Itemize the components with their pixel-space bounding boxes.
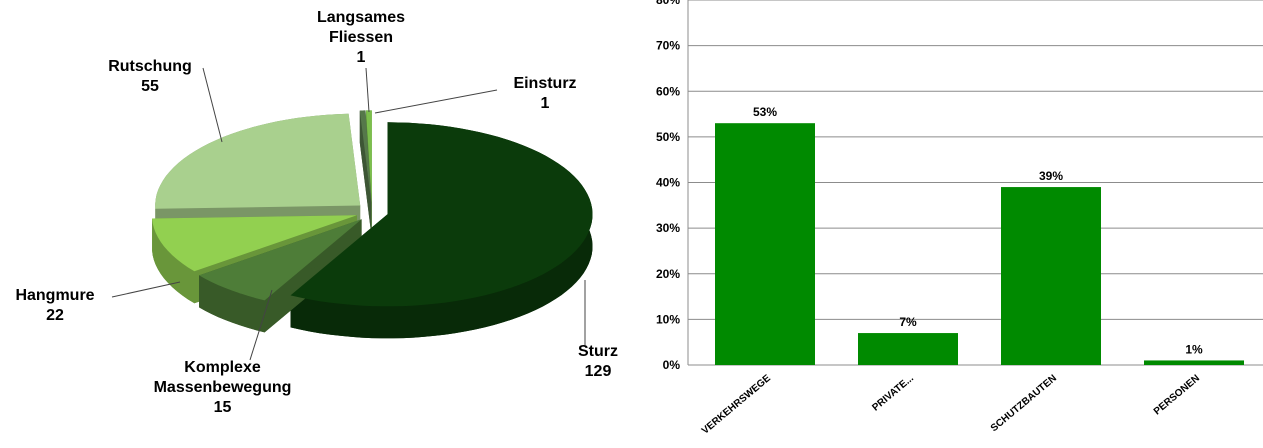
y-tick-label: 60% [656, 84, 680, 98]
value-label: 1% [1185, 342, 1203, 356]
slice-label: Komplexe Massenbewegung 15 [120, 358, 325, 418]
pie-slice [359, 110, 372, 203]
x-tick-label: PRIVATE... [870, 373, 916, 414]
value-label: 53% [753, 105, 777, 119]
leader-line [202, 67, 223, 143]
pie-slice [366, 110, 372, 203]
x-tick-label: SCHUTZBAUTEN [989, 373, 1059, 434]
x-tick-label: PERSONEN [1152, 373, 1202, 418]
x-tick-label: VERKEHRSWEGE [700, 373, 773, 437]
bar [1001, 187, 1101, 365]
slice-value: 22 [46, 307, 64, 324]
slice-value: 129 [584, 363, 612, 380]
slice-name: Langsames Fliessen [316, 9, 406, 46]
slice-label: Langsames Fliessen 1 [300, 8, 422, 68]
slice-side [290, 122, 593, 339]
leader-line [365, 67, 370, 113]
pie-slice [290, 122, 593, 307]
slice-name: Sturz [578, 343, 618, 360]
slice-label: Hangmure 22 [0, 286, 110, 326]
y-tick-label: 20% [656, 267, 680, 281]
slice-side [199, 275, 265, 333]
y-tick-label: 30% [656, 221, 680, 235]
slice-value: 1 [356, 49, 366, 66]
y-tick-label: 40% [656, 176, 680, 190]
y-tick-label: 10% [656, 312, 680, 326]
slice-label: Rutschung 55 [90, 57, 210, 97]
slice-label: Sturz 129 [558, 342, 638, 382]
leader-line [374, 89, 498, 114]
y-tick-label: 0% [663, 358, 681, 372]
leader-line [249, 289, 273, 361]
y-tick-label: 70% [656, 39, 680, 53]
value-label: 39% [1039, 169, 1063, 183]
slice-value: 1 [540, 95, 550, 112]
bar [715, 123, 815, 365]
slice-value: 55 [141, 78, 159, 95]
value-label: 7% [899, 315, 917, 329]
bar [1144, 360, 1244, 365]
leader-line [111, 281, 181, 298]
pie-slice [155, 113, 361, 209]
slice-name: Rutschung [108, 58, 192, 75]
pie-slice [152, 215, 357, 272]
slice-value: 15 [213, 399, 232, 416]
slice-name: Einsturz [513, 75, 577, 92]
slice-name: Hangmure [15, 287, 95, 304]
bar [858, 333, 958, 365]
y-tick-label: 50% [656, 130, 680, 144]
slice-side [152, 218, 195, 304]
pie-slice [199, 219, 362, 301]
y-tick-label: 80% [656, 0, 680, 7]
slice-label: Einsturz 1 [490, 74, 600, 114]
slice-name: Komplexe Massenbewegung [153, 359, 292, 396]
